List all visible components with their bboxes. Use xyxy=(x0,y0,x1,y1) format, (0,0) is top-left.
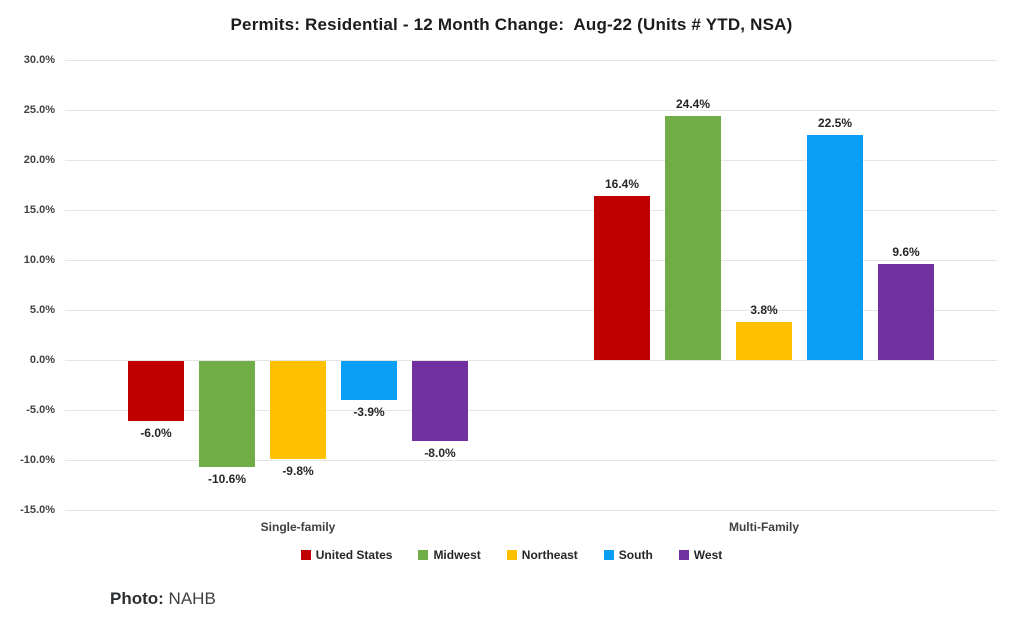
gridline xyxy=(65,460,997,461)
bar-multi-family-midwest xyxy=(665,116,721,360)
legend-item-united-states: United States xyxy=(300,548,393,562)
legend-item-label: United States xyxy=(315,548,393,562)
bar-multi-family-west xyxy=(878,264,934,360)
legend-item-label: Midwest xyxy=(433,548,481,562)
y-axis-tick-label: -10.0% xyxy=(20,454,55,466)
x-axis-category-label-single-family: Single-family xyxy=(260,520,336,534)
legend-swatch-icon xyxy=(678,550,689,560)
gridline xyxy=(65,110,997,111)
legend-item-label: South xyxy=(618,548,653,562)
legend-swatch-icon xyxy=(300,550,311,560)
photo-credit-value: NAHB xyxy=(163,589,216,608)
bar-value-label-single-family-midwest: -10.6% xyxy=(207,472,247,486)
y-axis-tick-label: -5.0% xyxy=(26,404,55,416)
photo-credit: Photo: NAHB xyxy=(110,589,216,609)
bar-single-family-west xyxy=(412,361,468,441)
y-axis-tick-label: 15.0% xyxy=(23,204,55,216)
y-axis-tick-label: -15.0% xyxy=(20,504,55,516)
bar-value-label-multi-family-united-states: 16.4% xyxy=(604,177,640,191)
gridline xyxy=(65,160,997,161)
bar-value-label-multi-family-south: 22.5% xyxy=(817,116,853,130)
legend-swatch-icon xyxy=(506,550,517,560)
gridline xyxy=(65,360,997,361)
bar-value-label-multi-family-northeast: 3.8% xyxy=(750,303,778,317)
y-axis-tick-label: 25.0% xyxy=(23,104,55,116)
legend: United States Midwest Northeast South West xyxy=(0,548,1023,562)
gridline xyxy=(65,410,997,411)
bar-single-family-united-states xyxy=(128,361,184,421)
y-axis-tick-label: 20.0% xyxy=(23,154,55,166)
bar-value-label-single-family-south: -3.9% xyxy=(353,405,385,419)
chart-title: Permits: Residential - 12 Month Change: … xyxy=(230,15,793,34)
gridline xyxy=(65,210,997,211)
bar-multi-family-south xyxy=(807,135,863,360)
bar-value-label-single-family-united-states: -6.0% xyxy=(140,426,172,440)
bar-single-family-midwest xyxy=(199,361,255,467)
bar-value-label-single-family-west: -8.0% xyxy=(424,446,456,460)
legend-item-label: West xyxy=(693,548,723,562)
plot-area: 30.0% 25.0% 20.0% 15.0% 10.0% 5.0% 0.0% -5.0% -1… xyxy=(20,54,997,534)
y-axis-tick-label: 5.0% xyxy=(29,304,55,316)
bar-value-label-single-family-northeast: -9.8% xyxy=(282,464,314,478)
bar-value-label-multi-family-west: 9.6% xyxy=(892,245,920,259)
gridline xyxy=(65,60,997,61)
bar-multi-family-united-states xyxy=(594,196,650,360)
y-axis-tick-label: 30.0% xyxy=(23,54,55,66)
legend-item-northeast: Northeast xyxy=(506,548,578,562)
legend-item-south: South xyxy=(603,548,653,562)
gridline xyxy=(65,510,997,511)
y-axis-tick-label: 10.0% xyxy=(23,254,55,266)
photo-credit-label: Photo: xyxy=(110,589,164,608)
legend-swatch-icon xyxy=(603,550,614,560)
legend-swatch-icon xyxy=(418,550,429,560)
gridline xyxy=(65,260,997,261)
legend-item-label: Northeast xyxy=(521,548,578,562)
bar-multi-family-northeast xyxy=(736,322,792,360)
legend-item-midwest: Midwest xyxy=(418,548,481,562)
gridline xyxy=(65,310,997,311)
bar-single-family-northeast xyxy=(270,361,326,459)
bar-value-label-multi-family-midwest: 24.4% xyxy=(675,97,711,111)
legend-item-west: West xyxy=(678,548,723,562)
bar-single-family-south xyxy=(341,361,397,400)
x-axis-category-label-multi-family: Multi-Family xyxy=(728,520,799,534)
y-axis-tick-label: 0.0% xyxy=(29,354,55,366)
